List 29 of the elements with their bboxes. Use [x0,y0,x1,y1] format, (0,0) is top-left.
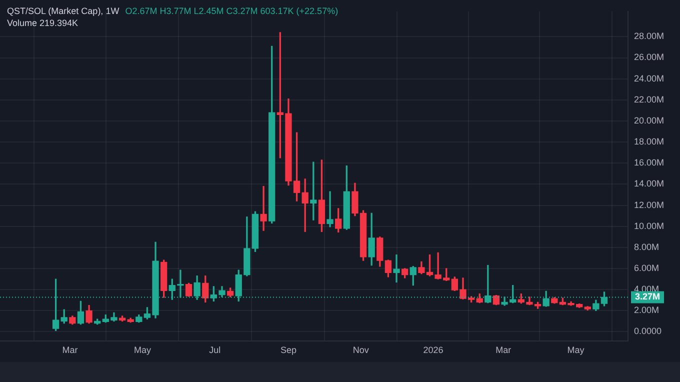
x-tick-label: Mar [62,345,78,356]
y-tick-label: 26.00M [634,52,664,62]
y-tick-label: 0.0000 [634,326,662,336]
x-tick-label: Mar [496,345,512,356]
chart-title: QST/SOL (Market Cap), 1W [7,6,120,16]
x-tick-label: May [134,345,152,356]
y-tick-label: 14.00M [634,178,664,189]
x-tick-label: 2026 [423,345,444,356]
y-tick-label: 12.00M [634,200,664,210]
x-tick-label: Nov [352,345,370,356]
annotation: O2.67M H3.77M L2.45M C3.27M 603.17K (+22.57%) [125,6,338,16]
y-tick-label: 8.00M [634,242,660,252]
ref-line-label: 3.27M [635,292,660,302]
y-tick-label: 2.00M [634,305,660,316]
y-tick-label: 24.00M [634,73,664,84]
candlestick [260,186,267,231]
y-tick-label: 16.00M [634,158,664,168]
candlestick [326,191,334,228]
y-tick-label: 6.00M [634,262,660,273]
candlestick [393,254,400,283]
x-tick-label: Jul [209,345,221,356]
x-tick-label: Sep [280,345,296,356]
x-tick-label: May [567,345,585,356]
y-tick-label: 28.00M [634,31,664,42]
annotation: Volume 219.394K [7,17,80,29]
y-tick-label: 22.00M [634,94,664,104]
y-tick-label: 18.00M [634,136,664,147]
y-tick-label: 10.00M [634,220,664,231]
y-tick-label: 20.00M [634,115,664,126]
